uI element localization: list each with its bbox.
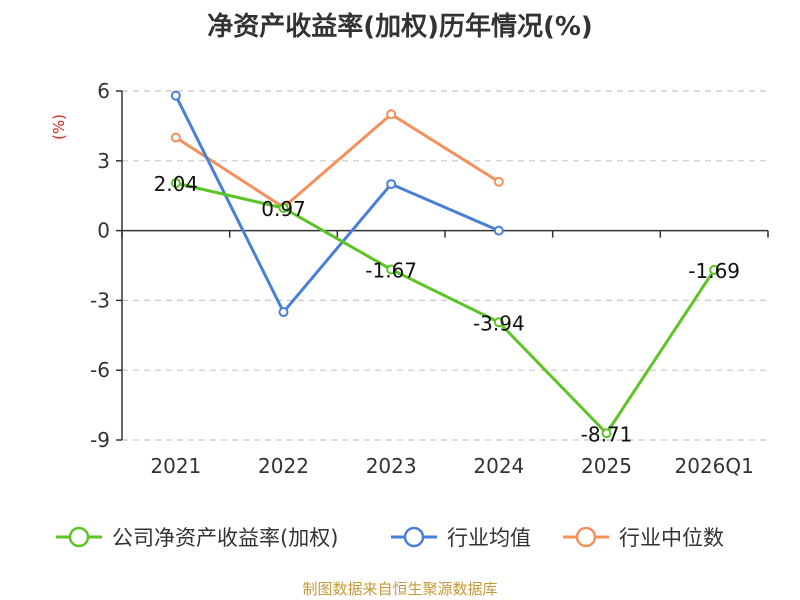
chart-title: 净资产收益率(加权)历年情况(%): [207, 12, 593, 42]
series-line: [175, 112, 500, 209]
y-tick-label: -3: [90, 288, 110, 312]
data-point: [386, 109, 397, 120]
data-point: [709, 264, 720, 275]
x-tick-label: 2026Q1: [674, 454, 753, 478]
y-axis-label: (%): [50, 114, 68, 140]
legend-label: 公司净资产收益率(加权): [112, 526, 338, 550]
data-point: [278, 203, 289, 214]
x-tick-label: 2025: [581, 454, 632, 478]
y-tick-label: 0: [97, 219, 110, 243]
data-point: [386, 264, 397, 275]
series-line: [175, 181, 716, 435]
y-tick-label: -9: [90, 428, 110, 452]
x-tick-label: 2021: [150, 454, 201, 478]
y-tick-label: -6: [90, 358, 110, 382]
data-label: -1.69: [688, 259, 740, 283]
data-label: -1.67: [365, 258, 417, 282]
y-tick-label: 6: [97, 79, 110, 103]
data-label: -3.94: [473, 311, 525, 335]
data-label: 2.04: [154, 172, 199, 196]
data-point: [170, 90, 181, 101]
legend-swatch-marker: [575, 526, 597, 548]
y-tick-label: 3: [97, 149, 110, 173]
x-tick-label: 2024: [473, 454, 524, 478]
x-tick-label: 2022: [258, 454, 309, 478]
data-point: [170, 178, 181, 189]
data-label: 0.97: [261, 197, 306, 221]
data-point: [493, 225, 504, 236]
data-point: [386, 179, 397, 190]
legend-label: 行业中位数: [619, 526, 724, 550]
legend-swatch-marker: [403, 526, 425, 548]
data-point: [493, 176, 504, 187]
data-point: [493, 317, 504, 328]
legend-swatch-marker: [68, 526, 90, 548]
data-point: [170, 132, 181, 143]
data-point: [601, 428, 612, 439]
series-line: [174, 94, 500, 314]
x-tick-label: 2023: [366, 454, 417, 478]
source-note: 制图数据来自恒生聚源数据库: [302, 580, 498, 598]
data-label: -8.71: [581, 422, 633, 446]
legend-label: 行业均值: [447, 526, 531, 550]
data-point: [278, 307, 289, 318]
